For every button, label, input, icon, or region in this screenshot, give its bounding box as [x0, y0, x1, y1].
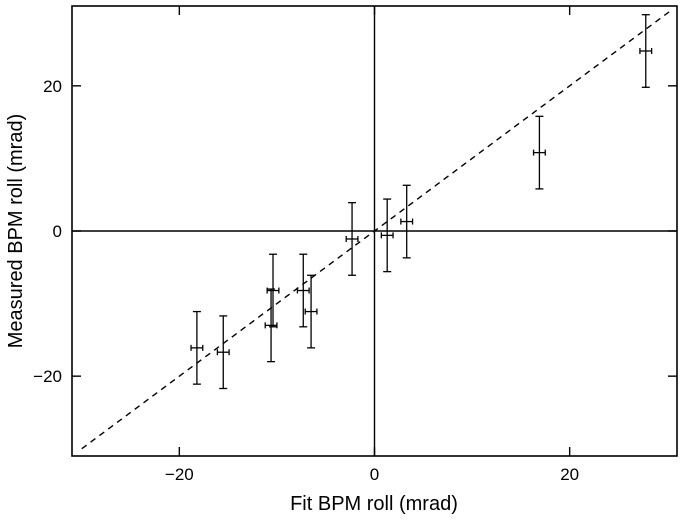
data-point: [304, 274, 318, 349]
x-axis-label: Fit BPM roll (mrad): [290, 493, 458, 515]
data-point: [190, 310, 204, 385]
x-tick-label: −20: [165, 465, 194, 484]
x-tick-label: 0: [370, 465, 379, 484]
data-point: [532, 115, 546, 190]
data-point: [345, 202, 359, 276]
data-point: [266, 253, 280, 328]
x-tick-label: 20: [560, 465, 579, 484]
data-point: [264, 288, 278, 363]
tick-labels: −20 0 20 −20 0 20: [33, 77, 579, 484]
y-axis-label: Measured BPM roll (mrad): [5, 114, 27, 349]
data-points: [190, 14, 653, 390]
data-point: [380, 198, 394, 273]
data-point: [296, 253, 310, 328]
data-point: [639, 14, 653, 88]
y-tick-label: −20: [33, 367, 62, 386]
y-tick-label: 0: [53, 222, 62, 241]
data-point: [400, 184, 414, 259]
y-tick-label: 20: [43, 77, 62, 96]
reference-line: [81, 10, 671, 450]
data-point: [216, 315, 230, 390]
